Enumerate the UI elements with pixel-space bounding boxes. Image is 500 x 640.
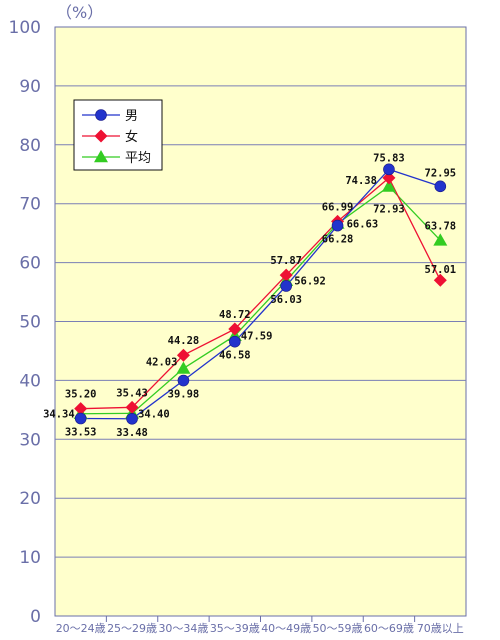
data-point-male xyxy=(74,412,87,425)
data-point-female xyxy=(228,322,242,336)
legend-label: 女 xyxy=(125,129,138,145)
x-tick-label: 40～49歳 xyxy=(261,622,311,635)
y-tick-label: 50 xyxy=(19,313,41,333)
data-label: 66.99 xyxy=(322,201,354,213)
y-tick-label: 90 xyxy=(19,77,41,97)
x-axis-labels: 20～24歳 25～29歳 30～34歳 35～39歳 40～49歳 50～59歳 60～6… xyxy=(56,616,464,635)
y-tick-label: 40 xyxy=(19,371,41,391)
legend-label: 男 xyxy=(125,109,138,124)
data-label: 72.95 xyxy=(425,167,457,179)
data-point-average xyxy=(176,361,191,374)
x-tick-label: 50～59歳 xyxy=(313,622,363,635)
legend-marker xyxy=(94,150,108,163)
data-point-female xyxy=(279,268,293,282)
data-labels: 33.53 33.48 39.98 46.58 56.03 66.28 75.83 72.95… xyxy=(43,152,456,438)
x-tick-label: 35～39歳 xyxy=(210,622,260,635)
data-point-male xyxy=(383,163,395,176)
data-label: 66.63 xyxy=(347,219,379,231)
y-tick-label: 80 xyxy=(19,136,41,156)
data-label: 47.59 xyxy=(241,331,273,343)
data-label: 33.48 xyxy=(116,427,148,439)
data-label: 44.28 xyxy=(168,335,200,347)
data-label: 33.53 xyxy=(65,427,97,439)
data-label: 39.98 xyxy=(168,389,200,401)
series-group xyxy=(73,163,448,425)
x-tick-label: 70歳以上 xyxy=(417,622,464,635)
series-line-female xyxy=(80,176,441,410)
x-tick-label: 30～34歳 xyxy=(158,622,208,635)
data-point-male xyxy=(434,180,447,193)
data-label: 57.87 xyxy=(270,255,302,267)
data-label: 42.03 xyxy=(146,356,178,368)
data-label: 34.34 xyxy=(43,409,75,421)
x-tick-label: 20～24歳 xyxy=(56,622,106,635)
data-label: 66.28 xyxy=(322,234,354,246)
y-tick-label: 20 xyxy=(19,489,41,509)
data-point-male xyxy=(229,335,241,348)
data-point-male xyxy=(280,280,292,292)
data-point-male xyxy=(331,219,344,232)
data-label: 35.20 xyxy=(65,389,97,401)
data-label: 74.38 xyxy=(345,175,377,187)
series-line-male xyxy=(80,168,441,420)
data-point-male xyxy=(126,413,138,425)
data-point-female xyxy=(433,273,447,287)
data-label: 48.72 xyxy=(219,309,251,321)
y-axis-unit: （%） xyxy=(56,3,103,22)
y-tick-label: 30 xyxy=(19,430,41,450)
legend-box xyxy=(73,99,163,171)
y-tick-label: 70 xyxy=(19,195,41,215)
data-point-female xyxy=(125,400,139,414)
y-tick-label: 0 xyxy=(30,607,41,627)
legend-label: 平均 xyxy=(125,151,151,166)
data-label: 56.92 xyxy=(294,276,326,288)
y-tick-label: 60 xyxy=(19,254,41,274)
data-point-female xyxy=(74,402,88,416)
data-label: 75.83 xyxy=(373,152,405,164)
legend-marker xyxy=(94,129,108,143)
data-label: 34.40 xyxy=(138,408,170,420)
data-point-female xyxy=(176,348,190,362)
y-tick-label: 10 xyxy=(19,548,41,568)
y-tick-label: 100 xyxy=(9,18,41,38)
x-tick-label: 60～69歳 xyxy=(364,622,414,635)
x-tick-label: 25～29歳 xyxy=(107,622,157,635)
data-point-average xyxy=(381,179,396,192)
grid-lines xyxy=(55,85,466,558)
y-axis-labels: 0 10 20 30 40 50 60 70 80 90 100 xyxy=(9,18,41,627)
data-label: 72.93 xyxy=(373,203,405,215)
data-point-female xyxy=(382,171,396,185)
series-line-average xyxy=(80,185,441,415)
data-point-average xyxy=(433,233,448,246)
data-label: 35.43 xyxy=(116,387,148,399)
data-label: 63.78 xyxy=(425,220,457,232)
data-label: 57.01 xyxy=(425,264,457,276)
legend-marker xyxy=(95,109,107,121)
data-label: 46.58 xyxy=(219,350,251,362)
data-point-male xyxy=(177,374,190,387)
data-label: 56.03 xyxy=(270,294,302,306)
